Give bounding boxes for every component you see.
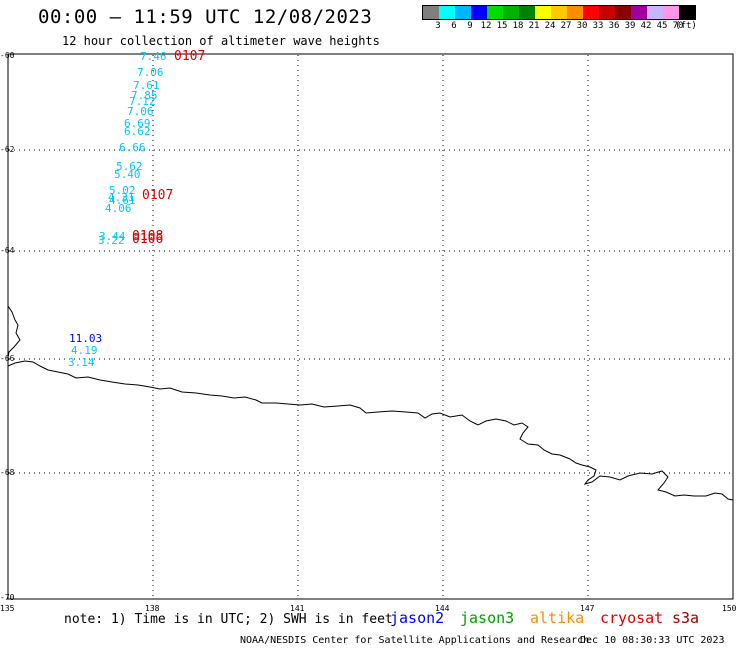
pass-time-label: 0107 <box>142 188 174 203</box>
legend-swatch <box>583 6 599 19</box>
legend-swatches <box>422 5 696 20</box>
pass-time-label: 0108 <box>132 229 164 244</box>
legend-swatch <box>599 6 615 19</box>
lon-label: 150 <box>722 604 737 613</box>
legend-label: (ft) <box>675 21 697 31</box>
legend-swatch <box>455 6 471 19</box>
lat-label: -62 <box>0 145 15 154</box>
legend-label: 12 <box>480 21 492 31</box>
legend-swatch <box>519 6 535 19</box>
legend-label: 3 <box>435 21 441 31</box>
legend-swatch <box>663 6 679 19</box>
wave-height-label: 6.66 <box>119 141 146 154</box>
wave-height-label: 4.61 <box>109 194 136 207</box>
wave-height-label: 7.06 <box>127 105 154 118</box>
legend-swatch <box>439 6 455 19</box>
footer-timestamp: Dec 10 08:30:33 UTC 2023 <box>580 635 725 646</box>
wave-height-label: 5.02 <box>109 184 136 197</box>
legend-swatch <box>423 6 439 19</box>
legend-swatch <box>647 6 663 19</box>
wave-height-label: 4.31 <box>108 191 135 204</box>
wave-height-label: 5.62 <box>116 160 143 173</box>
wave-height-label: 7.46 <box>140 50 167 63</box>
note-text: note: 1) Time is in UTC; 2) SWH is in fe… <box>64 612 393 627</box>
page-subtitle: 12 hour collection of altimeter wave hei… <box>62 34 380 48</box>
wave-height-label: 7.85 <box>131 89 158 102</box>
wave-height-label: 4.06 <box>105 202 132 215</box>
legend-label: 21 <box>528 21 540 31</box>
note-line: note: 1) Time is in UTC; 2) SWH is in fe… <box>64 612 393 627</box>
satellite-label-altika: altika <box>530 609 585 627</box>
lon-label: 141 <box>290 604 305 613</box>
lat-label: -68 <box>0 468 15 477</box>
legend-swatch <box>615 6 631 19</box>
legend-label: 18 <box>512 21 524 31</box>
footer-credit: NOAA/NESDIS Center for Satellite Applica… <box>240 635 590 646</box>
legend-label: 30 <box>576 21 588 31</box>
wave-height-label: 3.14 <box>68 356 95 369</box>
legend-swatch <box>487 6 503 19</box>
legend-swatch <box>503 6 519 19</box>
legend-label: 39 <box>624 21 636 31</box>
satellite-label-jason3: jason3 <box>460 609 515 627</box>
wave-height-label: 5.40 <box>114 168 141 181</box>
wave-height-label: 7.06 <box>137 66 164 79</box>
legend-label: 6 <box>451 21 457 31</box>
wave-height-label: 3.44 <box>99 230 126 243</box>
map-frame <box>7 53 734 600</box>
lat-label: -70 <box>0 593 15 602</box>
legend-label: 45 <box>656 21 668 31</box>
legend-swatch <box>631 6 647 19</box>
legend-swatch <box>567 6 583 19</box>
legend-label: 70 <box>672 21 684 31</box>
wave-height-label: 7.61 <box>133 79 160 92</box>
legend-swatch <box>679 6 695 19</box>
lat-label: -66 <box>0 354 15 363</box>
wave-height-label: 6.69 <box>124 117 151 130</box>
legend-label: 9 <box>467 21 473 31</box>
legend-swatch <box>551 6 567 19</box>
satellite-label-s3a: s3a <box>672 609 700 627</box>
legend-swatch <box>471 6 487 19</box>
legend-swatch <box>535 6 551 19</box>
legend-label: 33 <box>592 21 604 31</box>
wave-height-label: 6.62 <box>124 125 151 138</box>
pass-time-label: 0106 <box>132 232 164 247</box>
lat-label: -60 <box>0 51 15 60</box>
legend-label: 15 <box>496 21 508 31</box>
page-title: 00:00 — 11:59 UTC 12/08/2023 <box>38 6 373 28</box>
lat-label: -64 <box>0 246 15 255</box>
satellite-label-jason2: jason2 <box>390 609 445 627</box>
lon-label: 147 <box>580 604 595 613</box>
wave-height-label: 4.19 <box>71 344 98 357</box>
coastline-antarctica <box>7 305 734 501</box>
wave-height-label: 7.12 <box>129 95 156 108</box>
legend-labels: 3 6 9 12 15 18 21 24 27 30 33 36 39 42 45 70 (ft) <box>422 21 697 33</box>
graticule <box>9 55 732 598</box>
legend-label: 24 <box>544 21 556 31</box>
wave-height-label: 11.03 <box>69 332 103 345</box>
legend-label: 36 <box>608 21 620 31</box>
wave-height-label: 3.22 <box>98 234 125 247</box>
lon-label: 144 <box>435 604 450 613</box>
legend-label: 42 <box>640 21 652 31</box>
legend-label: 27 <box>560 21 572 31</box>
satellite-label-cryosat: cryosat <box>600 609 664 627</box>
lon-label: 138 <box>145 604 160 613</box>
pass-time-label: 0107 <box>174 49 206 64</box>
lon-label: 135 <box>0 604 15 613</box>
color-scale-legend: 3 6 9 12 15 18 21 24 27 30 33 36 39 42 45 70 (ft) <box>422 5 697 33</box>
